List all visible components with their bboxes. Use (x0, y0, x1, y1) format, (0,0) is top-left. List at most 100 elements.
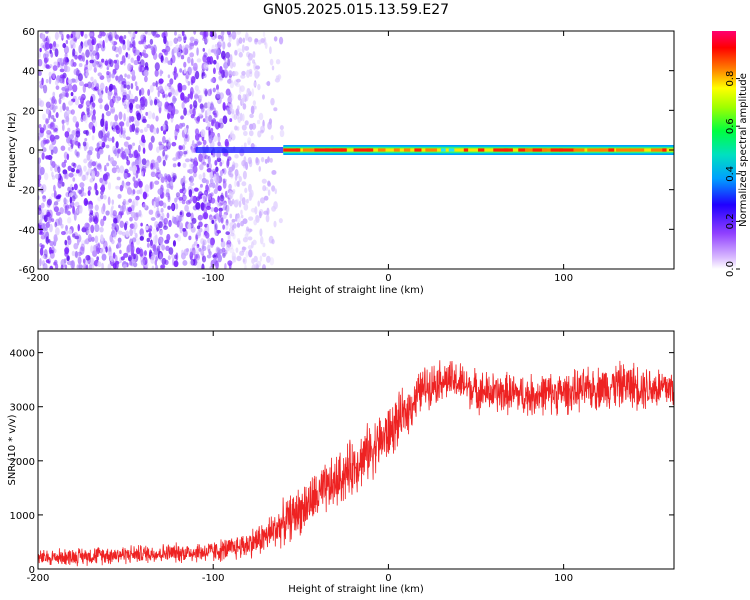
spectrogram-cell (160, 55, 164, 63)
spectrogram-cell (134, 120, 140, 127)
spectrogram-cell (208, 114, 213, 123)
spectrogram-cell (227, 42, 232, 48)
spectrogram-cell (49, 223, 53, 233)
spectrogram-cell (177, 34, 182, 39)
spectrogram-cell (199, 183, 203, 188)
spectrogram-cell (90, 76, 94, 82)
spectrogram-cell (141, 171, 144, 177)
spectrogram-cell (83, 158, 88, 164)
spectrogram-cell (183, 107, 187, 116)
spectrogram-cell (127, 63, 132, 72)
spectrogram-cell (64, 131, 70, 138)
spectrogram-cell (185, 44, 190, 49)
spectrogram-cell (183, 127, 188, 134)
spectrogram-cell (49, 240, 54, 247)
spectrogram-cell (271, 185, 276, 192)
spectrogram-cell (190, 57, 194, 67)
spectrogram-cell (203, 87, 208, 95)
spectrogram-cell (213, 206, 219, 213)
spectrogram-cell (230, 171, 234, 179)
spectrogram-cell (246, 62, 251, 67)
spectrogram-cell (222, 115, 228, 125)
spectrogram-cell (93, 86, 99, 91)
spectrogram-cell (210, 127, 214, 134)
spectrogram-cell (126, 244, 132, 253)
spectrogram-cell (162, 149, 166, 157)
spectrogram-cell (84, 63, 88, 71)
spectrogram-cell (165, 245, 170, 252)
spectrogram-cell (200, 203, 206, 207)
spectrogram-cell (145, 162, 150, 167)
spectrogram-cell (84, 137, 88, 142)
spectrogram-cell (98, 92, 103, 100)
spectrogram-cell (220, 237, 224, 243)
spectrogram-cell (168, 40, 173, 47)
spectrogram-cell (142, 49, 146, 54)
spectrogram-cell (132, 221, 138, 230)
spectrogram-cell (73, 183, 78, 191)
spectrogram-cell (258, 210, 262, 219)
spectrogram-cell (157, 250, 163, 260)
spectrogram-cell (77, 54, 83, 60)
spectrogram-cell (174, 254, 178, 260)
spectrogram-cell (154, 197, 160, 202)
spectrogram-cell (67, 84, 73, 91)
spectrogram-cells (38, 31, 674, 269)
snr-background (38, 331, 674, 569)
spectrogram-cell (135, 238, 141, 245)
spectrogram-cell (77, 256, 82, 265)
spectrogram-cell (78, 63, 83, 68)
spectrogram-cell (164, 92, 168, 101)
spectrogram-cell (43, 253, 48, 260)
spectrogram-cell (183, 47, 189, 55)
spectrogram-cell (144, 75, 148, 83)
spectrogram-cell (228, 190, 234, 200)
spectrogram-cell (166, 183, 172, 189)
spectrogram-cell (229, 118, 233, 123)
spectrogram-cell (167, 104, 173, 113)
spectrogram-cell (185, 110, 191, 116)
spectrogram-cell (160, 176, 165, 184)
spectrogram-cell (43, 214, 48, 223)
spectrogram-cell (166, 212, 170, 219)
spectrogram-cell (123, 172, 128, 179)
spectrogram-cell (133, 180, 139, 189)
spectrogram-cell (61, 90, 66, 97)
spectrogram-cell (254, 69, 260, 79)
spectrogram-cell (42, 62, 46, 70)
spectrogram-y-tick-label: 0 (29, 146, 35, 157)
spectrogram-cell (41, 260, 46, 267)
spectrogram-cell (178, 145, 183, 150)
spectrogram-cell (99, 31, 105, 36)
spectrogram-cell (135, 199, 139, 207)
snr-panel: -200 -100 0 100 0 1000 2000 3000 4000 Height of… (7, 330, 675, 595)
spectrogram-cell (64, 247, 70, 255)
spectrogram-cell (136, 55, 141, 62)
spectrogram-cell (193, 157, 198, 166)
spectrogram-cell (97, 72, 103, 77)
spectrogram-cell (44, 226, 48, 232)
spectrogram-cell (224, 250, 228, 255)
spectrogram-cell (103, 173, 109, 182)
spectrogram-cell (260, 129, 264, 134)
spectrogram-cell (87, 81, 92, 89)
spectrogram-cell (77, 73, 83, 82)
spectrogram-cell (72, 115, 77, 123)
spectrogram-cell (153, 200, 157, 209)
spectrogram-cell (55, 195, 61, 200)
colorbar-gradient (712, 31, 736, 269)
spectrogram-cell (189, 42, 195, 47)
spectrogram-cell (38, 58, 43, 67)
spectrogram-cell (47, 239, 51, 243)
spectrogram-cell (242, 170, 247, 180)
spectrogram-cell (85, 68, 89, 77)
spectrogram-cell (662, 148, 667, 152)
spectrogram-cell (187, 66, 192, 76)
spectrogram-cell (212, 67, 216, 75)
spectrogram-cell (108, 31, 113, 41)
spectrogram-cell (204, 115, 209, 124)
spectrogram-cell (210, 197, 216, 204)
spectrogram-cell (181, 31, 185, 37)
spectrogram-cell (39, 227, 43, 234)
spectrogram-cell (73, 242, 79, 250)
